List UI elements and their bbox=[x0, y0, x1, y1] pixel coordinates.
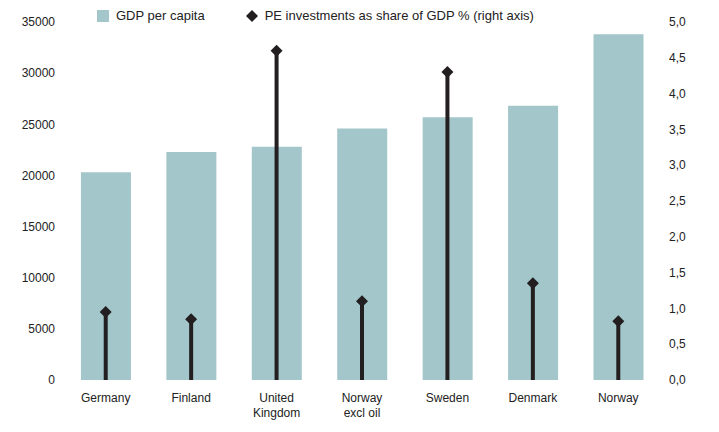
svg-text:15000: 15000 bbox=[22, 220, 56, 234]
svg-text:Germany: Germany bbox=[81, 391, 130, 405]
svg-text:2,5: 2,5 bbox=[669, 194, 686, 208]
svg-text:UnitedKingdom: UnitedKingdom bbox=[253, 391, 300, 420]
svg-text:4,0: 4,0 bbox=[669, 87, 686, 101]
svg-text:25000: 25000 bbox=[22, 118, 56, 132]
svg-text:2,0: 2,0 bbox=[669, 230, 686, 244]
svg-text:35000: 35000 bbox=[22, 15, 56, 29]
svg-text:0,5: 0,5 bbox=[669, 337, 686, 351]
svg-text:0: 0 bbox=[48, 373, 55, 387]
svg-text:1,0: 1,0 bbox=[669, 302, 686, 316]
svg-text:20000: 20000 bbox=[22, 169, 56, 183]
svg-text:10000: 10000 bbox=[22, 271, 56, 285]
svg-text:0,0: 0,0 bbox=[669, 373, 686, 387]
svg-text:4,5: 4,5 bbox=[669, 51, 686, 65]
html-text:GDP per capita: GDP per capita bbox=[116, 8, 205, 23]
svg-text:3,0: 3,0 bbox=[669, 158, 686, 172]
svg-text:5000: 5000 bbox=[28, 322, 55, 336]
svg-text:Finland: Finland bbox=[171, 391, 210, 405]
svg-text:Denmark: Denmark bbox=[509, 391, 559, 405]
svg-text:3,5: 3,5 bbox=[669, 123, 686, 137]
svg-text:1,5: 1,5 bbox=[669, 266, 686, 280]
svg-text:30000: 30000 bbox=[22, 66, 56, 80]
svg-text:Sweden: Sweden bbox=[426, 391, 469, 405]
svg-text:Norway: Norway bbox=[598, 391, 639, 405]
svg-text:5,0: 5,0 bbox=[669, 15, 686, 29]
svg-text:Norwayexcl oil: Norwayexcl oil bbox=[342, 391, 383, 420]
html-text:PE investments as share of GDP: PE investments as share of GDP % (right … bbox=[264, 8, 534, 23]
